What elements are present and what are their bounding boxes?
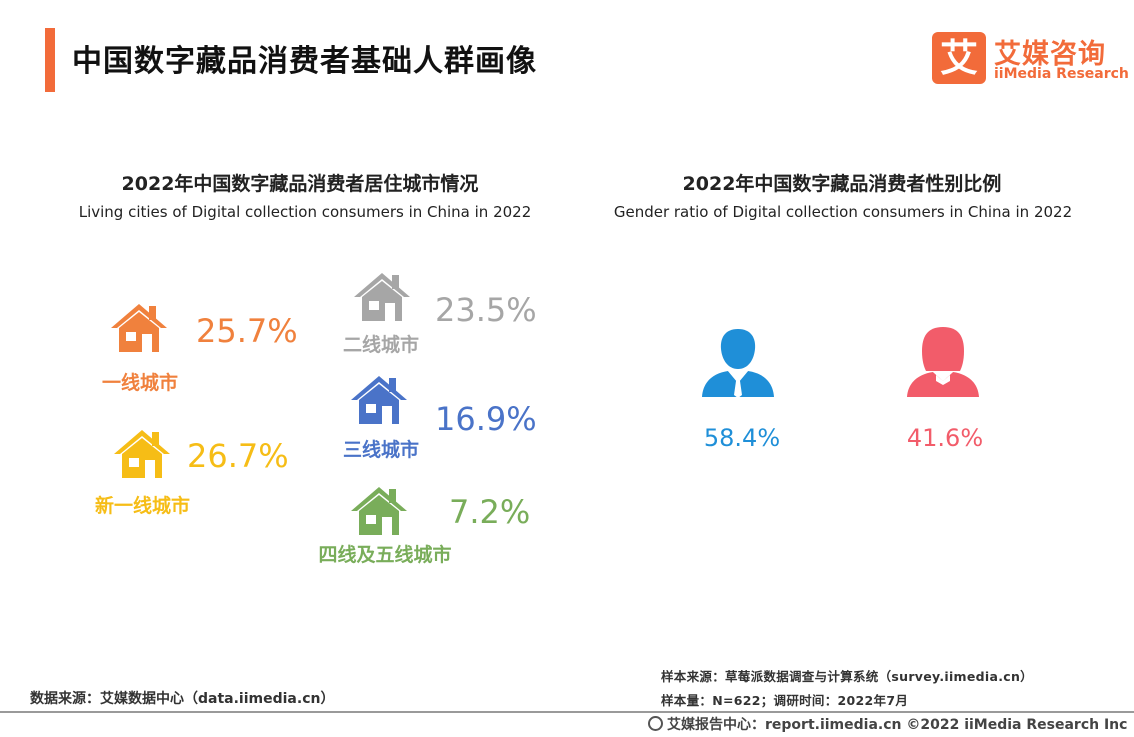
logo-cn-text: 艾媒咨询 <box>994 39 1106 70</box>
footer-divider <box>0 711 1134 713</box>
city-value-label: 26.7% <box>187 437 289 475</box>
male-person-icon <box>702 329 774 398</box>
city-value-label: 7.2% <box>449 493 531 531</box>
footer-copyright-text: 艾媒报告中心：report.iimedia.cn ©2022 iiMedia R… <box>667 717 1128 733</box>
page-title: 中国数字藏品消费者基础人群画像 <box>72 44 537 79</box>
house-icon <box>351 487 407 535</box>
logo-mark: 艾 <box>932 32 986 84</box>
iimedia-logo: 艾 艾媒咨询 iiMedia Research <box>932 32 1129 86</box>
city-category-label: 新一线城市 <box>94 495 190 517</box>
footer-copyright: 艾媒报告中心：report.iimedia.cn ©2022 iiMedia R… <box>648 714 1127 734</box>
house-icon <box>111 304 167 352</box>
globe-icon <box>648 716 663 731</box>
female-person-icon <box>907 327 979 397</box>
sample-source: 样本来源：草莓派数据调查与计算系统（survey.iimedia.cn） <box>661 669 1033 684</box>
gender-value-label: 58.4% <box>703 424 781 452</box>
house-icon <box>351 376 407 424</box>
house-icon <box>114 430 170 478</box>
title-accent-bar <box>45 28 55 92</box>
city-value-label: 16.9% <box>435 400 537 438</box>
gender-value-label: 41.6% <box>906 424 984 452</box>
cities-chart-title: 2022年中国数字藏品消费者居住城市情况 <box>121 173 479 195</box>
gender-chart-title: 2022年中国数字藏品消费者性别比例 <box>682 173 1002 195</box>
city-value-label: 25.7% <box>196 312 298 350</box>
gender-chart-subtitle: Gender ratio of Digital collection consu… <box>613 203 1073 221</box>
cities-chart-subtitle: Living cities of Digital collection cons… <box>78 203 532 221</box>
city-category-label: 三线城市 <box>342 439 419 461</box>
city-category-label: 一线城市 <box>101 372 178 394</box>
house-icon <box>354 273 410 321</box>
city-value-label: 23.5% <box>435 291 537 329</box>
sample-size: 样本量：N=622；调研时间：2022年7月 <box>661 693 909 708</box>
logo-en-text: iiMedia Research <box>994 66 1129 82</box>
city-category-label: 四线及五线城市 <box>318 544 452 566</box>
city-category-label: 二线城市 <box>342 334 419 356</box>
data-source: 数据来源：艾媒数据中心（data.iimedia.cn） <box>30 691 335 707</box>
